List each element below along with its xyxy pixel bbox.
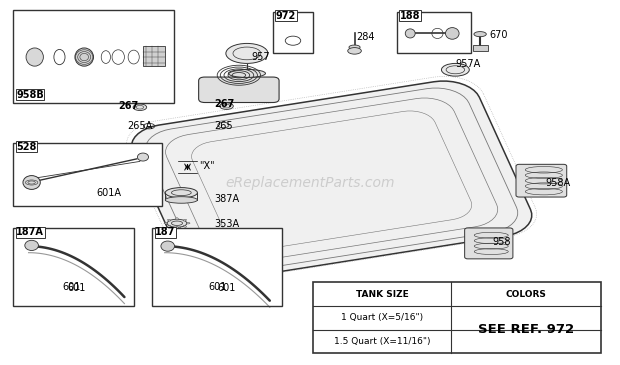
Text: COLORS: COLORS xyxy=(505,290,546,299)
Ellipse shape xyxy=(23,176,40,189)
Text: 187A: 187A xyxy=(16,227,44,237)
Text: 188: 188 xyxy=(400,11,420,21)
Ellipse shape xyxy=(161,241,174,251)
Ellipse shape xyxy=(166,197,197,203)
Ellipse shape xyxy=(167,219,187,227)
Text: 601: 601 xyxy=(208,281,226,292)
Text: "X": "X" xyxy=(198,161,215,171)
Text: 1 Quart (X=5/16"): 1 Quart (X=5/16") xyxy=(341,314,423,322)
Ellipse shape xyxy=(167,225,170,227)
Ellipse shape xyxy=(348,47,361,54)
Text: 267: 267 xyxy=(118,101,138,111)
Text: 267: 267 xyxy=(214,99,234,109)
Ellipse shape xyxy=(184,225,187,227)
Text: 957A: 957A xyxy=(455,59,480,69)
Text: 670: 670 xyxy=(489,30,508,40)
Text: 284: 284 xyxy=(356,32,375,42)
Ellipse shape xyxy=(186,223,190,224)
Text: 353A: 353A xyxy=(214,219,239,229)
Ellipse shape xyxy=(474,32,486,37)
Ellipse shape xyxy=(349,45,360,49)
FancyBboxPatch shape xyxy=(13,10,174,103)
FancyBboxPatch shape xyxy=(313,283,601,353)
Text: 601A: 601A xyxy=(97,188,122,199)
Ellipse shape xyxy=(175,227,178,229)
Ellipse shape xyxy=(219,103,233,110)
Ellipse shape xyxy=(228,69,265,77)
Text: 958A: 958A xyxy=(545,177,570,188)
FancyBboxPatch shape xyxy=(13,142,162,206)
Text: 187: 187 xyxy=(156,227,175,237)
FancyBboxPatch shape xyxy=(153,228,282,306)
Text: 957: 957 xyxy=(251,52,270,62)
Text: SEE REF. 972: SEE REF. 972 xyxy=(478,323,574,336)
Ellipse shape xyxy=(405,29,415,38)
Text: 387A: 387A xyxy=(214,194,239,204)
Text: 265: 265 xyxy=(214,121,232,131)
Ellipse shape xyxy=(226,43,268,64)
Ellipse shape xyxy=(138,153,149,161)
Ellipse shape xyxy=(166,188,197,198)
Text: 528: 528 xyxy=(16,142,37,151)
Text: 601: 601 xyxy=(217,283,236,293)
FancyBboxPatch shape xyxy=(143,46,165,66)
Text: eReplacementParts.com: eReplacementParts.com xyxy=(225,176,395,189)
FancyBboxPatch shape xyxy=(472,45,487,51)
FancyBboxPatch shape xyxy=(397,12,471,53)
Text: TANK SIZE: TANK SIZE xyxy=(356,290,409,299)
Text: 972: 972 xyxy=(276,11,296,21)
FancyBboxPatch shape xyxy=(273,12,313,53)
Polygon shape xyxy=(131,81,532,280)
Ellipse shape xyxy=(441,64,469,76)
FancyBboxPatch shape xyxy=(464,228,513,259)
Ellipse shape xyxy=(175,218,178,220)
Text: 601: 601 xyxy=(68,283,86,293)
Text: 958: 958 xyxy=(492,238,511,247)
Ellipse shape xyxy=(75,48,94,66)
Text: 958B: 958B xyxy=(16,89,44,100)
Ellipse shape xyxy=(446,28,459,39)
FancyBboxPatch shape xyxy=(13,228,134,306)
Ellipse shape xyxy=(164,223,168,224)
Ellipse shape xyxy=(26,48,43,66)
Ellipse shape xyxy=(25,240,38,250)
Text: 265A: 265A xyxy=(128,121,153,131)
Text: 1.5 Quart (X=11/16"): 1.5 Quart (X=11/16") xyxy=(334,337,430,346)
Ellipse shape xyxy=(133,104,147,111)
Ellipse shape xyxy=(167,219,170,221)
FancyBboxPatch shape xyxy=(198,77,279,103)
Text: 601: 601 xyxy=(63,281,81,292)
Ellipse shape xyxy=(184,219,187,221)
FancyBboxPatch shape xyxy=(516,164,567,197)
